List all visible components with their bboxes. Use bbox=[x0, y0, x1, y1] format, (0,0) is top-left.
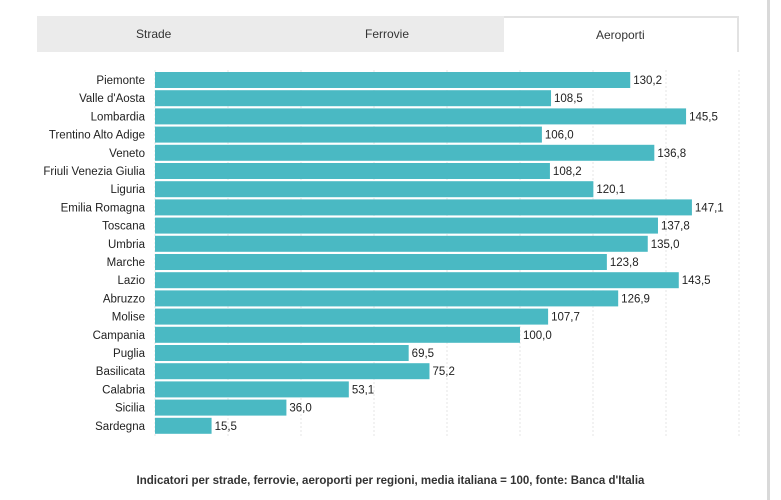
bar-1 bbox=[155, 90, 552, 107]
value-label: 36,0 bbox=[289, 403, 311, 415]
bar-18 bbox=[155, 399, 287, 416]
bar-19 bbox=[155, 417, 212, 434]
category-label: Umbria bbox=[108, 239, 146, 251]
value-label: 136,8 bbox=[657, 148, 686, 160]
bar-3 bbox=[155, 126, 542, 143]
tab-strade[interactable]: Strade bbox=[37, 16, 271, 52]
value-label: 123,8 bbox=[610, 257, 639, 269]
page-right-border bbox=[767, 0, 770, 500]
bar-5 bbox=[155, 163, 550, 179]
bar-15 bbox=[155, 345, 409, 361]
value-label: 126,9 bbox=[621, 293, 650, 305]
bar-13 bbox=[155, 308, 549, 325]
bar-12 bbox=[155, 290, 619, 307]
category-label: Campania bbox=[93, 330, 146, 342]
category-label: Sicilia bbox=[115, 403, 146, 415]
bar-17 bbox=[155, 381, 349, 398]
category-label: Marche bbox=[107, 257, 145, 269]
category-label: Sardegna bbox=[95, 421, 145, 433]
category-label: Abruzzo bbox=[103, 293, 145, 305]
value-label: 108,2 bbox=[553, 166, 582, 178]
bar-chart: Piemonte Valle d'Aosta Lombardia Trentino A… bbox=[43, 70, 740, 438]
category-label: Basilicata bbox=[96, 366, 146, 378]
category-label: Valle d'Aosta bbox=[79, 93, 146, 105]
tab-ferrovie[interactable]: Ferrovie bbox=[270, 16, 504, 52]
category-label: Veneto bbox=[109, 148, 145, 160]
bar-8 bbox=[155, 217, 658, 234]
category-label: Calabria bbox=[102, 384, 145, 396]
category-label: Puglia bbox=[113, 348, 146, 360]
category-label: Toscana bbox=[102, 221, 145, 233]
value-label: 130,2 bbox=[633, 75, 662, 87]
category-label: Emilia Romagna bbox=[61, 202, 146, 214]
value-label: 145,5 bbox=[689, 111, 718, 123]
category-label: Friuli Venezia Giulia bbox=[43, 166, 145, 178]
category-label: Lazio bbox=[118, 275, 146, 287]
category-label: Piemonte bbox=[96, 75, 145, 87]
category-label: Lombardia bbox=[91, 111, 146, 123]
value-label: 120,1 bbox=[596, 184, 625, 196]
value-label: 143,5 bbox=[682, 275, 711, 287]
value-label: 15,5 bbox=[215, 421, 237, 433]
bar-11 bbox=[155, 272, 679, 289]
bar-0 bbox=[155, 72, 631, 88]
value-label: 135,0 bbox=[651, 239, 680, 251]
value-label: 106,0 bbox=[545, 130, 574, 142]
bar-6 bbox=[155, 181, 594, 198]
category-label: Molise bbox=[112, 312, 145, 324]
value-label: 107,7 bbox=[551, 312, 580, 324]
category-labels: Piemonte Valle d'Aosta Lombardia Trentino A… bbox=[43, 75, 145, 433]
value-label: 75,2 bbox=[432, 366, 454, 378]
tab-bar: Strade Ferrovie Aeroporti bbox=[37, 16, 739, 52]
bar-2 bbox=[155, 108, 687, 125]
bar-14 bbox=[155, 326, 520, 343]
bars bbox=[155, 72, 692, 434]
value-labels: 130,2 108,5 145,5 106,0 136,8 108,2 120,1 147,1… bbox=[215, 75, 724, 433]
value-label: 147,1 bbox=[695, 202, 724, 214]
category-label: Liguria bbox=[110, 184, 145, 196]
bar-4 bbox=[155, 144, 655, 161]
bar-7 bbox=[155, 199, 692, 216]
value-label: 108,5 bbox=[554, 93, 583, 105]
value-label: 53,1 bbox=[352, 384, 374, 396]
bar-10 bbox=[155, 254, 607, 270]
value-label: 137,8 bbox=[661, 221, 690, 233]
value-label: 100,0 bbox=[523, 330, 552, 342]
value-label: 69,5 bbox=[412, 348, 434, 360]
bar-16 bbox=[155, 363, 430, 380]
tab-aeroporti[interactable]: Aeroporti bbox=[503, 16, 739, 52]
bar-9 bbox=[155, 235, 648, 252]
category-label: Trentino Alto Adige bbox=[49, 130, 145, 142]
chart-caption: Indicatori per strade, ferrovie, aeropor… bbox=[136, 475, 645, 487]
